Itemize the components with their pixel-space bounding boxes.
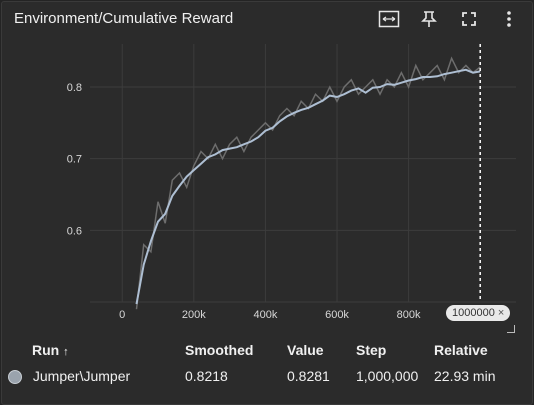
series-line-smoothed <box>135 68 481 305</box>
run-name: Jumper\Jumper <box>32 368 131 384</box>
fit-domain-icon[interactable] <box>376 8 402 30</box>
close-icon[interactable]: × <box>497 307 505 319</box>
sort-arrow-icon: ↑ <box>63 346 69 358</box>
x-tick-label: 0 <box>119 309 125 321</box>
legend-row: Jumper\Jumper 0.8218 0.8281 1,000,000 22… <box>8 368 524 385</box>
relative-value: 22.93 min <box>434 368 496 385</box>
raw-value: 0.8281 <box>287 368 330 385</box>
card-toolbar <box>376 8 522 30</box>
pin-icon[interactable] <box>416 8 442 30</box>
x-tick-label: 200k <box>182 309 206 321</box>
x-tick-label: 800k <box>397 309 421 321</box>
value-header[interactable]: Value <box>287 342 324 358</box>
run-header-label: Run <box>32 342 60 358</box>
run-color-dot-icon[interactable] <box>8 370 22 385</box>
smoothed-header[interactable]: Smoothed <box>185 342 254 358</box>
run-header[interactable]: Run ↑ <box>32 342 185 368</box>
step-header[interactable]: Step <box>356 342 387 358</box>
series-line-raw <box>135 56 481 310</box>
run-legend-table: Run ↑ Smoothed Value Step Relative Jumpe… <box>8 342 524 385</box>
y-tick-label: 0.8 <box>67 82 82 94</box>
cursor-step-badge[interactable]: 1000000 × <box>446 305 511 321</box>
fullscreen-icon[interactable] <box>456 8 482 30</box>
chart-area[interactable]: 0 200k 400k 600k 800k 0.6 0.7 0.8 <box>2 36 534 336</box>
card-title: Environment/Cumulative Reward <box>14 10 234 27</box>
relative-header[interactable]: Relative <box>434 342 488 358</box>
y-tick-label: 0.7 <box>67 154 82 166</box>
resize-handle-icon[interactable] <box>507 325 515 333</box>
step-value: 1,000,000 <box>356 368 419 385</box>
line-chart[interactable]: 0 200k 400k 600k 800k 0.6 0.7 0.8 <box>2 36 534 336</box>
more-vert-icon[interactable] <box>496 8 522 30</box>
x-tick-label: 600k <box>325 309 349 321</box>
x-tick-label: 400k <box>253 309 277 321</box>
y-tick-label: 0.6 <box>67 225 82 237</box>
cursor-step-value: 1000000 <box>452 307 495 319</box>
smoothed-value: 0.8218 <box>185 368 228 385</box>
